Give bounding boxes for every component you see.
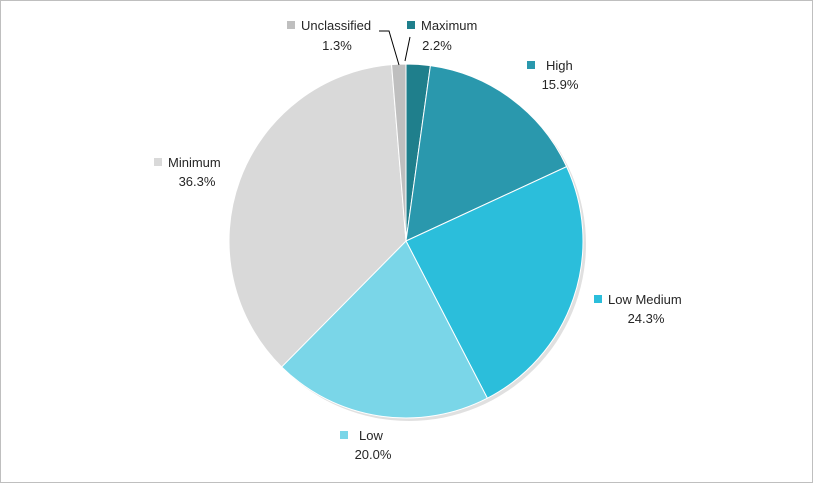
leader-line-unclassified	[379, 30, 400, 66]
slice-label-unclassified: Unclassified	[301, 18, 371, 33]
label-marker-low-medium	[594, 295, 602, 303]
label-marker-low	[340, 431, 348, 439]
leader-lines	[379, 30, 411, 66]
pie-slice-low-medium	[405, 165, 584, 399]
pie-slice-minimum	[228, 64, 407, 368]
slice-labels: Maximum 2.2% High 15.9% Low Medium 24.3% Low 20…	[154, 18, 682, 462]
slice-percent-low: 20.0%	[355, 447, 392, 462]
slice-percent-low-medium: 24.3%	[628, 311, 665, 326]
slice-percent-unclassified: 1.3%	[322, 38, 352, 53]
slice-label-maximum: Maximum	[421, 18, 477, 33]
label-marker-maximum	[407, 21, 415, 29]
pie-slices	[228, 63, 586, 421]
slice-label-high: High	[546, 58, 573, 73]
label-marker-minimum	[154, 158, 162, 166]
pie-slice-low	[280, 240, 489, 419]
slice-label-low-medium: Low Medium	[608, 292, 682, 307]
leader-line-maximum	[404, 36, 411, 62]
label-marker-unclassified	[287, 21, 295, 29]
pie-slice-high	[405, 65, 568, 242]
slice-label-minimum: Minimum	[168, 155, 221, 170]
slice-percent-maximum: 2.2%	[422, 38, 452, 53]
slice-label-low: Low	[359, 428, 383, 443]
label-marker-high	[527, 61, 535, 69]
slice-percent-high: 15.9%	[542, 77, 579, 92]
slice-percent-minimum: 36.3%	[179, 174, 216, 189]
